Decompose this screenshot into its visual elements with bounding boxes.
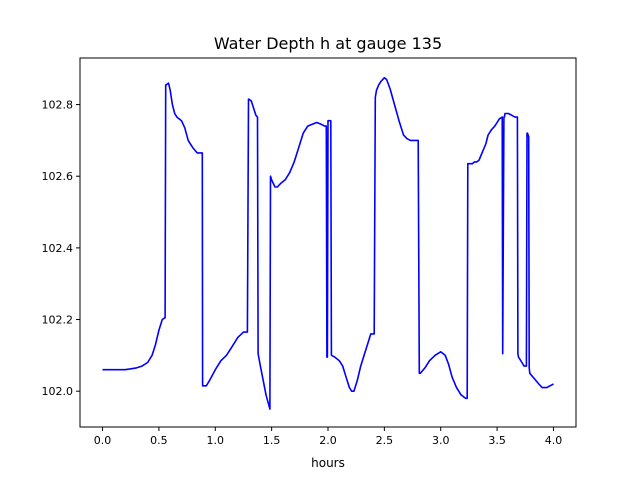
x-tick-label: 2.0 xyxy=(319,434,337,447)
y-axis: 102.0 102.2 102.4 102.6 102.8 xyxy=(42,99,80,398)
x-tick-label: 2.5 xyxy=(376,434,394,447)
y-tick-label: 102.2 xyxy=(42,314,74,327)
y-tick-label: 102.4 xyxy=(42,242,74,255)
series-layer xyxy=(102,76,554,410)
x-tick-label: 1.0 xyxy=(207,434,225,447)
x-tick-label: 0.5 xyxy=(150,434,168,447)
y-tick-label: 102.6 xyxy=(42,170,74,183)
chart-title: Water Depth h at gauge 135 xyxy=(214,34,442,53)
y-tick-label: 102.0 xyxy=(42,385,74,398)
x-tick-label: 1.5 xyxy=(263,434,281,447)
x-axis-label: hours xyxy=(311,456,345,470)
x-axis: 0.0 0.5 1.0 1.5 2.0 2.5 3.0 3.5 4.0 xyxy=(94,427,562,447)
series-line-1 xyxy=(102,76,554,410)
x-tick-label: 3.5 xyxy=(488,434,506,447)
y-tick-label: 102.8 xyxy=(42,99,74,112)
x-tick-label: 3.0 xyxy=(432,434,450,447)
x-tick-label: 0.0 xyxy=(94,434,112,447)
x-tick-label: 4.0 xyxy=(545,434,563,447)
